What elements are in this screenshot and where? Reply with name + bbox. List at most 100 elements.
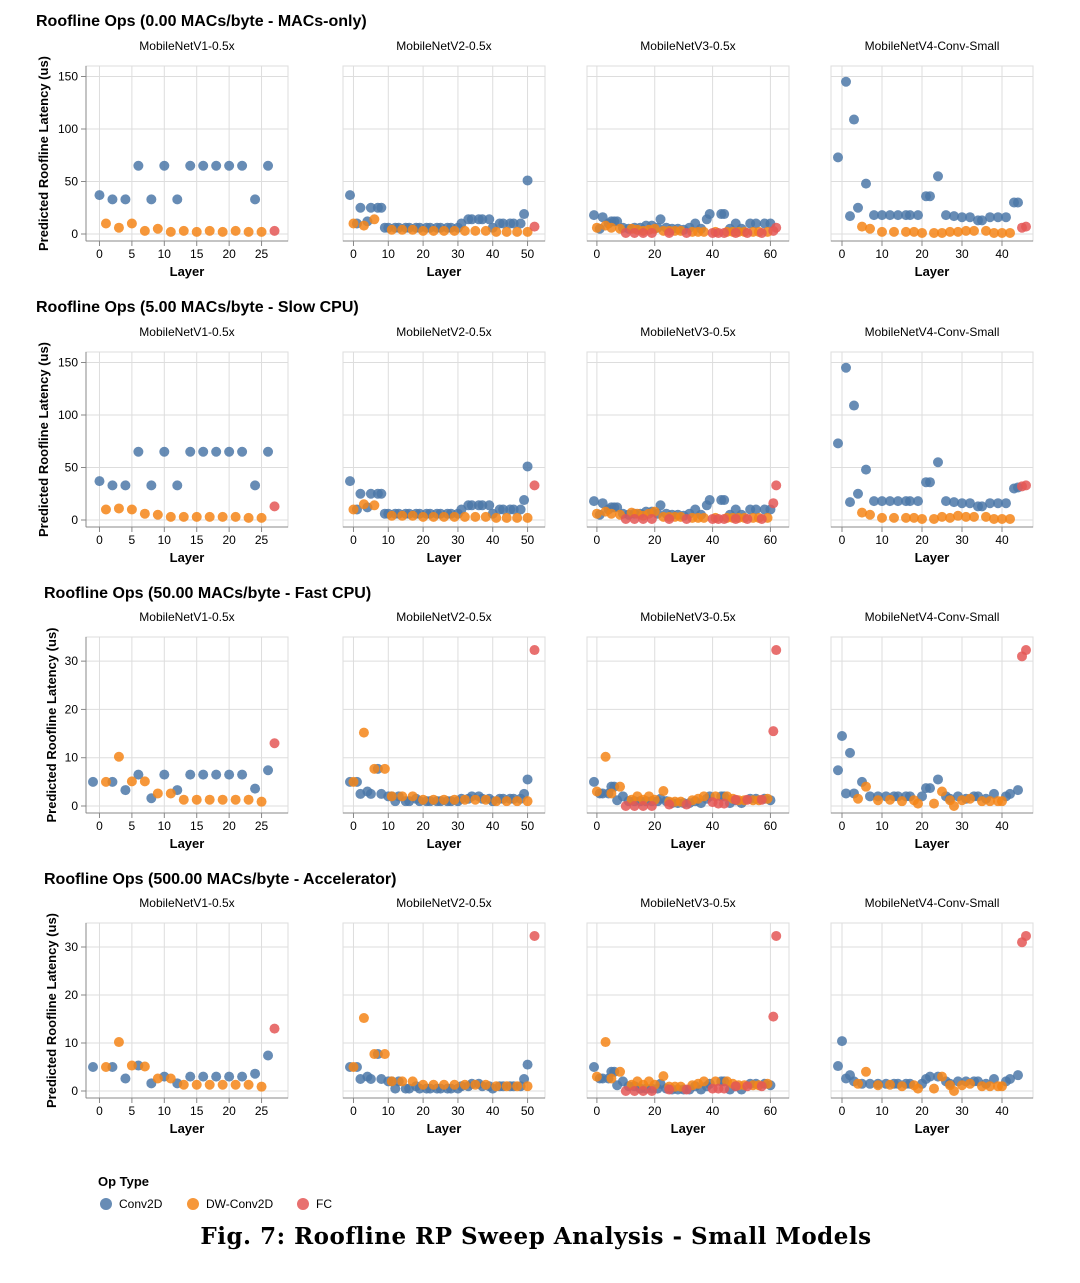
series-fc bbox=[529, 480, 540, 491]
data-point bbox=[917, 513, 927, 524]
panel-mobilenetv4-conv-small: MobileNetV4-Conv-Small 0 10 20 30 40 Layer bbox=[830, 325, 1034, 565]
data-point bbox=[522, 226, 533, 237]
data-point bbox=[512, 1081, 523, 1092]
data-point bbox=[949, 801, 959, 811]
data-point bbox=[237, 769, 248, 780]
data-point bbox=[965, 793, 975, 804]
data-point bbox=[369, 214, 380, 225]
data-point bbox=[100, 1062, 111, 1072]
x-tick-label: 30 bbox=[955, 247, 969, 261]
x-tick-label: 15 bbox=[190, 533, 204, 547]
x-tick-label: 50 bbox=[521, 533, 535, 547]
x-tick-label: 20 bbox=[648, 819, 662, 833]
x-tick-label: 5 bbox=[129, 819, 136, 833]
series-fc bbox=[269, 225, 280, 236]
data-point bbox=[961, 511, 971, 522]
data-point bbox=[655, 214, 666, 225]
data-point bbox=[397, 224, 408, 235]
x-tick-label: 20 bbox=[222, 1104, 236, 1118]
data-point bbox=[945, 226, 955, 237]
data-point bbox=[522, 512, 533, 523]
data-point bbox=[263, 160, 274, 171]
data-point bbox=[771, 930, 782, 941]
data-point bbox=[498, 504, 509, 515]
data-point bbox=[439, 794, 449, 805]
data-point bbox=[889, 512, 899, 523]
data-point bbox=[877, 226, 887, 237]
data-point bbox=[365, 488, 376, 499]
data-point bbox=[865, 791, 875, 802]
data-point bbox=[459, 225, 470, 236]
data-point bbox=[742, 1081, 753, 1092]
data-point bbox=[185, 446, 196, 457]
data-point bbox=[369, 500, 380, 511]
data-point bbox=[953, 510, 963, 521]
data-point bbox=[853, 488, 863, 499]
data-point bbox=[620, 801, 631, 811]
data-point bbox=[165, 511, 176, 522]
x-tick-label: 20 bbox=[648, 533, 662, 547]
y-tick-label: 20 bbox=[65, 988, 79, 1002]
data-point bbox=[407, 510, 418, 521]
data-point bbox=[204, 1079, 215, 1090]
data-point bbox=[949, 497, 959, 508]
x-tick-label: 20 bbox=[222, 533, 236, 547]
data-point bbox=[977, 501, 987, 512]
data-point bbox=[861, 781, 871, 792]
x-axis-title: Layer bbox=[915, 264, 950, 279]
data-point bbox=[664, 799, 675, 810]
series-fc bbox=[269, 1023, 280, 1034]
data-point bbox=[937, 786, 947, 797]
data-point bbox=[243, 226, 254, 237]
y-tick-label: 0 bbox=[71, 799, 78, 813]
data-point bbox=[889, 226, 899, 237]
data-point bbox=[204, 511, 215, 522]
data-point bbox=[263, 765, 274, 776]
data-point bbox=[133, 446, 144, 457]
data-point bbox=[348, 504, 359, 515]
data-point bbox=[522, 1059, 533, 1070]
x-tick-label: 15 bbox=[190, 1104, 204, 1118]
data-point bbox=[833, 765, 843, 776]
data-point bbox=[185, 160, 196, 171]
data-point bbox=[269, 738, 280, 749]
data-point bbox=[1021, 480, 1031, 491]
data-point bbox=[217, 794, 228, 805]
data-point bbox=[591, 222, 602, 233]
x-axis-title: Layer bbox=[170, 836, 205, 851]
data-point bbox=[224, 446, 235, 457]
x-tick-label: 40 bbox=[995, 533, 1009, 547]
plot-frame bbox=[85, 65, 289, 242]
panel-title: MobileNetV2-0.5x bbox=[396, 896, 491, 910]
data-point bbox=[969, 225, 979, 236]
legend-label: FC bbox=[316, 1197, 332, 1211]
data-point bbox=[345, 476, 355, 487]
data-point bbox=[100, 218, 111, 229]
data-point bbox=[993, 498, 1003, 509]
data-point bbox=[933, 774, 943, 785]
data-point bbox=[750, 504, 761, 515]
x-tick-label: 0 bbox=[594, 819, 601, 833]
data-point bbox=[845, 211, 855, 222]
data-point bbox=[719, 227, 730, 238]
series-fc bbox=[529, 645, 540, 656]
data-point bbox=[365, 202, 376, 213]
data-point bbox=[957, 212, 967, 223]
x-tick-label: 0 bbox=[96, 247, 103, 261]
data-point bbox=[658, 786, 669, 797]
data-point bbox=[977, 215, 987, 226]
data-point bbox=[407, 791, 418, 802]
data-point bbox=[742, 513, 753, 524]
panel-mobilenetv3-0.5x: MobileNetV3-0.5x 0 20 40 60 Layer bbox=[586, 325, 790, 565]
panel-title: MobileNetV2-0.5x bbox=[396, 39, 491, 53]
panel-title: MobileNetV1-0.5x bbox=[139, 39, 234, 53]
panel-mobilenetv1-0.5x: MobileNetV1-0.5x 0 5 10 15 20 25 Layer 0 50 100 150 bbox=[58, 325, 289, 565]
data-point bbox=[139, 776, 150, 787]
data-point bbox=[833, 1061, 843, 1072]
panel-mobilenetv3-0.5x: MobileNetV3-0.5x 0 20 40 60 Layer bbox=[586, 39, 790, 279]
x-tick-label: 10 bbox=[382, 247, 396, 261]
data-point bbox=[428, 794, 439, 805]
x-tick-label: 10 bbox=[382, 1104, 396, 1118]
data-point bbox=[100, 776, 111, 787]
data-point bbox=[217, 226, 228, 237]
